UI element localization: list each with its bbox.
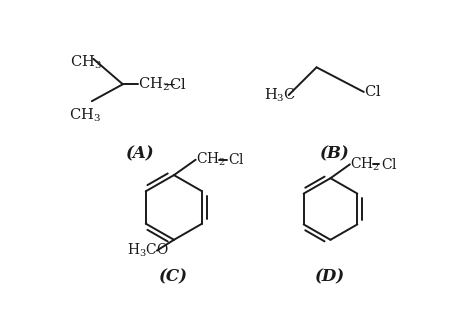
Text: $\mathregular{Cl}$: $\mathregular{Cl}$: [228, 152, 245, 167]
Text: $\mathregular{CH_3}$: $\mathregular{CH_3}$: [70, 53, 102, 71]
Text: $\mathregular{CH_3}$: $\mathregular{CH_3}$: [69, 107, 100, 124]
Text: (C): (C): [159, 268, 189, 285]
Text: $\mathregular{CH_2}$: $\mathregular{CH_2}$: [196, 151, 226, 168]
Text: $\mathregular{H_3C}$: $\mathregular{H_3C}$: [264, 86, 296, 104]
Text: (A): (A): [126, 145, 155, 162]
Text: $\mathregular{Cl}$: $\mathregular{Cl}$: [169, 77, 186, 92]
Text: (D): (D): [315, 268, 346, 285]
Text: $\mathregular{CH_2}$: $\mathregular{CH_2}$: [350, 156, 380, 173]
Text: (B): (B): [319, 145, 349, 162]
Text: $\mathregular{CH_2}$: $\mathregular{CH_2}$: [137, 76, 169, 93]
Text: $-$: $-$: [162, 76, 175, 93]
Text: $\mathregular{Cl}$: $\mathregular{Cl}$: [381, 157, 398, 172]
Text: $\mathregular{H_3CO}$: $\mathregular{H_3CO}$: [128, 242, 169, 259]
Text: $\mathregular{Cl}$: $\mathregular{Cl}$: [364, 84, 381, 99]
